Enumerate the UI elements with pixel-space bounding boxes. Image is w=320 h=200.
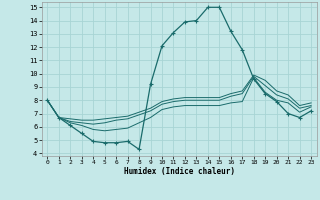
X-axis label: Humidex (Indice chaleur): Humidex (Indice chaleur) [124, 167, 235, 176]
